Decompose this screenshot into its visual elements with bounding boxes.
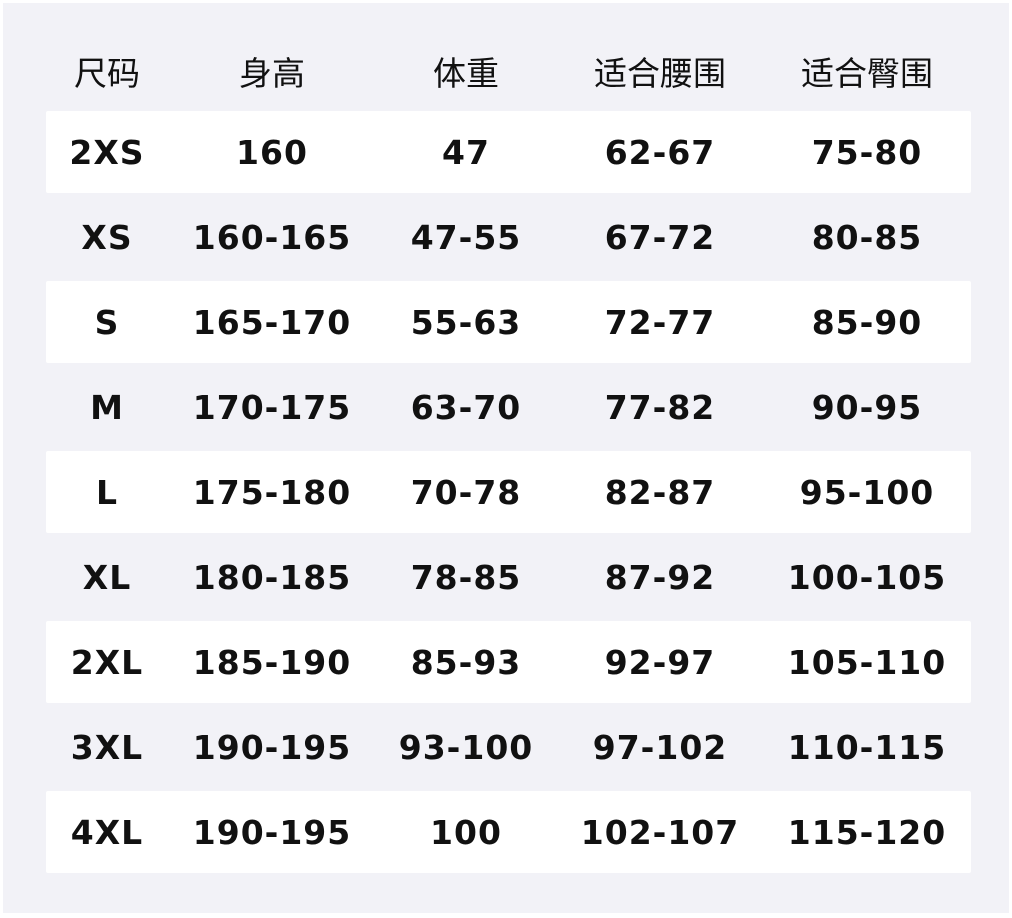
column-header: 身高: [239, 54, 305, 93]
table-cell: 175-180: [192, 472, 352, 512]
table-cell: 190-195: [192, 812, 352, 852]
table-cell: 80-85: [811, 217, 923, 257]
table-cell: 82-87: [604, 472, 716, 512]
table-cell: 70-78: [410, 472, 522, 512]
table-cell: 2XL: [70, 642, 144, 682]
table-cell: 47: [442, 132, 490, 172]
table-cell: S: [94, 302, 120, 342]
column-header: 适合腰围: [594, 54, 726, 93]
table-row: XS 160-165 47-55 67-72 80-85: [46, 196, 971, 278]
table-row: L 175-180 70-78 82-87 95-100: [46, 451, 971, 533]
table-cell: 3XL: [70, 727, 144, 767]
table-header: 尺码 身高 体重 适合腰围 适合臀围: [46, 43, 971, 99]
table-cell: 72-77: [604, 302, 716, 342]
table-cell: 2XS: [69, 132, 145, 172]
table-cell: 67-72: [604, 217, 716, 257]
table-cell: 95-100: [799, 472, 935, 512]
table-cell: 165-170: [192, 302, 352, 342]
table-cell: M: [90, 387, 124, 427]
table-cell: 77-82: [604, 387, 716, 427]
table-cell: 105-110: [787, 642, 947, 682]
table-cell: 92-97: [604, 642, 716, 682]
table-cell: 170-175: [192, 387, 352, 427]
table-cell: 62-67: [604, 132, 716, 172]
table-cell: 190-195: [192, 727, 352, 767]
column-header: 体重: [433, 54, 499, 93]
table-cell: 55-63: [410, 302, 522, 342]
table-row: 3XL 190-195 93-100 97-102 110-115: [46, 706, 971, 788]
table-cell: 97-102: [592, 727, 728, 767]
table-cell: XL: [82, 557, 132, 597]
table-cell: 4XL: [70, 812, 144, 852]
column-header: 尺码: [74, 54, 140, 93]
table-cell: 87-92: [604, 557, 716, 597]
table-cell: 78-85: [410, 557, 522, 597]
table-row: 4XL 190-195 100 102-107 115-120: [46, 791, 971, 873]
table-row: XL 180-185 78-85 87-92 100-105: [46, 536, 971, 618]
table-cell: 75-80: [811, 132, 923, 172]
table-cell: 93-100: [398, 727, 534, 767]
table-cell: 63-70: [410, 387, 522, 427]
table-cell: 160-165: [192, 217, 352, 257]
table-cell: L: [95, 472, 119, 512]
table-cell: XS: [81, 217, 133, 257]
table-cell: 85-90: [811, 302, 923, 342]
table-row: S 165-170 55-63 72-77 85-90: [46, 281, 971, 363]
table-cell: 110-115: [787, 727, 947, 767]
table-row: 2XS 160 47 62-67 75-80: [46, 111, 971, 193]
table-cell: 100: [430, 812, 502, 852]
size-chart: 尺码 身高 体重 适合腰围 适合臀围 2XS 160 47 62-67 75-80 XS 160-1…: [3, 3, 1009, 913]
table-cell: 185-190: [192, 642, 352, 682]
table-cell: 115-120: [787, 812, 947, 852]
table-cell: 160: [236, 132, 308, 172]
table-cell: 100-105: [787, 557, 947, 597]
column-header: 适合臀围: [801, 54, 933, 93]
table-cell: 90-95: [811, 387, 923, 427]
table-cell: 47-55: [410, 217, 522, 257]
table-cell: 102-107: [580, 812, 740, 852]
table-row: M 170-175 63-70 77-82 90-95: [46, 366, 971, 448]
table-cell: 180-185: [192, 557, 352, 597]
table-cell: 85-93: [410, 642, 522, 682]
table-row: 2XL 185-190 85-93 92-97 105-110: [46, 621, 971, 703]
